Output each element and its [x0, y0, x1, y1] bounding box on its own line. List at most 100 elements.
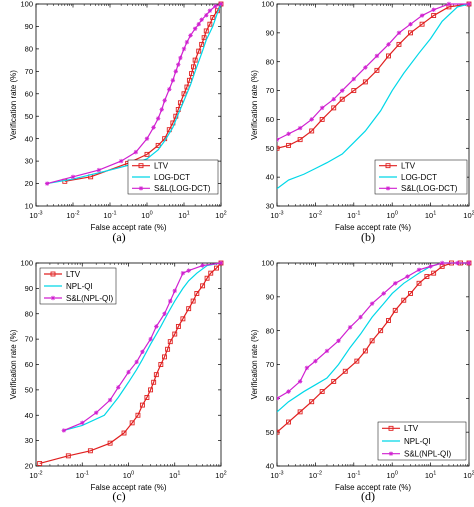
y-tick-label: 20: [25, 179, 33, 188]
series-magenta: [277, 1, 472, 142]
x-tick-label: 101: [178, 211, 189, 221]
data-point-ltv: [386, 318, 391, 323]
legend-label: LOG-DCT: [154, 173, 190, 182]
data-point-magenta: [340, 88, 345, 93]
data-point-magenta: [162, 98, 167, 103]
legend-marker: [388, 451, 394, 456]
data-point-ltv: [201, 35, 207, 41]
series-magenta: [44, 1, 224, 186]
x-tick-label: 101: [425, 211, 436, 221]
data-point-ltv: [416, 280, 422, 286]
data-point-magenta: [159, 107, 164, 112]
data-point-magenta: [286, 131, 291, 137]
data-point-ltv: [331, 378, 337, 384]
x-tick-label: 10-2: [309, 471, 322, 481]
data-point-magenta: [218, 260, 224, 266]
data-point-magenta: [213, 4, 218, 9]
data-point-magenta: [408, 22, 413, 27]
data-point-ltv: [151, 379, 157, 385]
data-point-magenta: [170, 78, 176, 83]
data-point-magenta: [44, 181, 50, 186]
y-tick-label: 40: [266, 462, 274, 471]
data-point-magenta: [466, 1, 472, 7]
y-tick-label: 100: [20, 0, 33, 9]
series-line-magenta: [277, 262, 469, 399]
data-point-magenta: [196, 22, 201, 27]
data-point-magenta: [133, 149, 139, 155]
data-point-magenta: [176, 62, 181, 67]
x-tick-label: 100: [386, 211, 397, 221]
data-point-magenta: [369, 301, 375, 306]
data-point-ltv: [419, 21, 425, 27]
data-point-magenta: [126, 369, 131, 375]
data-point-ltv: [309, 128, 315, 134]
data-point-magenta: [466, 260, 472, 266]
data-point-ltv: [194, 291, 200, 296]
y-axis-label: Verification rate (%): [9, 70, 18, 140]
x-tick-label: 10-1: [347, 211, 360, 221]
y-tick-label: 80: [266, 326, 274, 335]
data-point-ltv: [189, 71, 195, 77]
data-point-magenta: [336, 338, 341, 344]
x-axis-label: False accept rate (%): [335, 223, 411, 232]
y-tick-label: 30: [266, 202, 274, 211]
series-line-ltv: [64, 3, 222, 182]
y-tick-label: 50: [266, 428, 274, 437]
data-point-ltv: [144, 395, 150, 400]
data-point-ltv: [286, 142, 292, 148]
x-tick-label: 10-1: [347, 471, 360, 481]
data-point-magenta: [155, 116, 161, 121]
data-point-magenta: [118, 158, 124, 164]
data-point-ltv: [180, 316, 186, 322]
legend-label: LOG-DCT: [401, 173, 437, 182]
panel-label: (c): [112, 489, 125, 503]
series-magenta: [277, 260, 472, 401]
data-point-ltv: [107, 440, 113, 446]
data-point-magenta: [70, 174, 76, 180]
data-point-ltv: [277, 145, 280, 151]
legend-label: LTV: [401, 161, 416, 170]
series-line-ltv: [277, 3, 470, 149]
x-tick-label: 102: [463, 471, 474, 481]
y-tick-label: 30: [25, 157, 33, 166]
x-tick-label: 100: [386, 471, 397, 481]
legend-label: S&L(LOG-DCT): [154, 184, 211, 193]
data-point-magenta: [419, 13, 425, 18]
y-tick-label: 40: [25, 134, 33, 143]
data-point-magenta: [304, 365, 310, 371]
data-point-magenta: [173, 69, 178, 74]
x-tick-label: 102: [463, 211, 474, 221]
data-point-ltv: [192, 57, 198, 63]
legend-label: S&L(NPL-QI): [404, 449, 451, 458]
legend-label: LTV: [66, 270, 81, 279]
y-tick-label: 90: [25, 284, 33, 293]
legend: LTV NPL-QI S&L(NPL-QI): [39, 267, 117, 305]
chart-panel-3: 20 30 40 50 60 70 80 90 100 10-2 10-1 100 101 102 Fals…: [9, 259, 227, 503]
x-tick-label: 10-1: [103, 211, 116, 221]
data-point-ltv: [319, 389, 325, 395]
data-point-magenta: [218, 1, 224, 7]
legend-label: NPL-QI: [404, 437, 431, 446]
data-point-magenta: [286, 389, 291, 394]
y-tick-label: 80: [25, 309, 33, 318]
data-point-ltv: [339, 96, 345, 102]
data-point-ltv: [172, 331, 178, 337]
x-tick-label: 10-3: [29, 211, 42, 221]
y-tick-label: 100: [261, 259, 274, 268]
data-point-magenta: [178, 55, 183, 61]
y-tick-label: 60: [266, 115, 274, 124]
data-point-ltv: [65, 453, 71, 459]
legend-marker: [388, 425, 394, 431]
data-point-magenta: [188, 33, 193, 38]
data-point-ltv: [331, 105, 337, 111]
data-point-magenta: [309, 117, 314, 122]
data-point-ltv: [369, 338, 375, 344]
y-tick-label: 40: [25, 411, 33, 420]
data-point-ltv: [186, 77, 192, 83]
data-point-ltv: [199, 41, 205, 47]
legend-marker: [385, 186, 391, 191]
series-cyan: [277, 262, 469, 413]
data-point-magenta: [431, 7, 436, 12]
y-tick-label: 70: [25, 67, 33, 76]
